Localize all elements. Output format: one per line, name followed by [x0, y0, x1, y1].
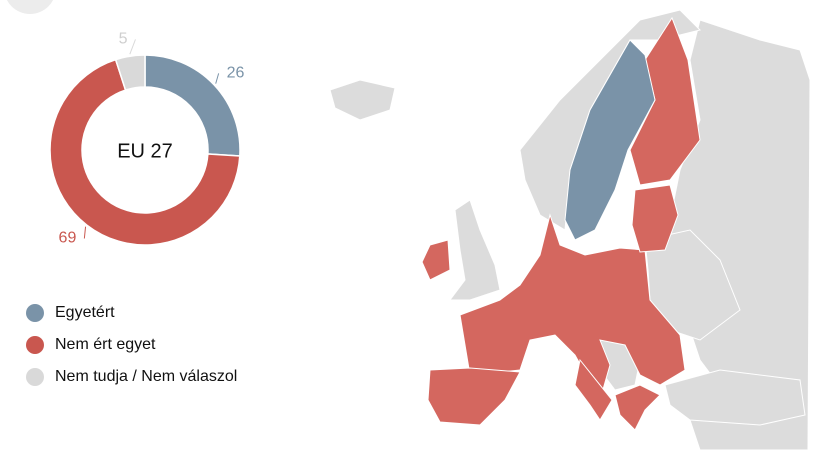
- donut-slice: [49, 58, 241, 246]
- legend-swatch: [26, 368, 44, 386]
- map-eu-main: [459, 213, 686, 402]
- leader-line: [215, 73, 220, 84]
- map-italy-south: [574, 358, 613, 421]
- donut-slice: [114, 54, 146, 92]
- map-turkey: [664, 369, 806, 426]
- map-sweden: [564, 39, 656, 241]
- center-label: EU 27: [117, 140, 173, 162]
- map-baltics: [631, 184, 679, 253]
- leader-line: [83, 226, 87, 239]
- value-label: 26: [227, 65, 245, 82]
- map-iceland: [329, 79, 396, 121]
- map-ukraine-belarus: [644, 229, 741, 341]
- map-uk: [449, 199, 501, 301]
- donut: 26 69 5: [49, 31, 245, 247]
- value-label: 5: [119, 31, 128, 48]
- map-iberia: [427, 367, 521, 426]
- map: [329, 9, 811, 450]
- legend-label: Nem tudja / Nem válaszol: [55, 368, 237, 385]
- value-label: 69: [59, 230, 77, 247]
- map-ireland: [421, 239, 451, 281]
- button-remnant: [6, 0, 54, 14]
- map-finland: [629, 16, 701, 186]
- legend-label: Egyetért: [55, 304, 115, 321]
- legend-label: Nem ért egyet: [55, 336, 156, 353]
- legend-swatch: [26, 304, 44, 322]
- legend: Egyetért Nem ért egyet Nem tudja / Nem vál…: [26, 304, 237, 386]
- map-greece: [614, 384, 661, 431]
- legend-swatch: [26, 336, 44, 354]
- leader-line: [129, 39, 136, 55]
- map-norway: [519, 9, 701, 231]
